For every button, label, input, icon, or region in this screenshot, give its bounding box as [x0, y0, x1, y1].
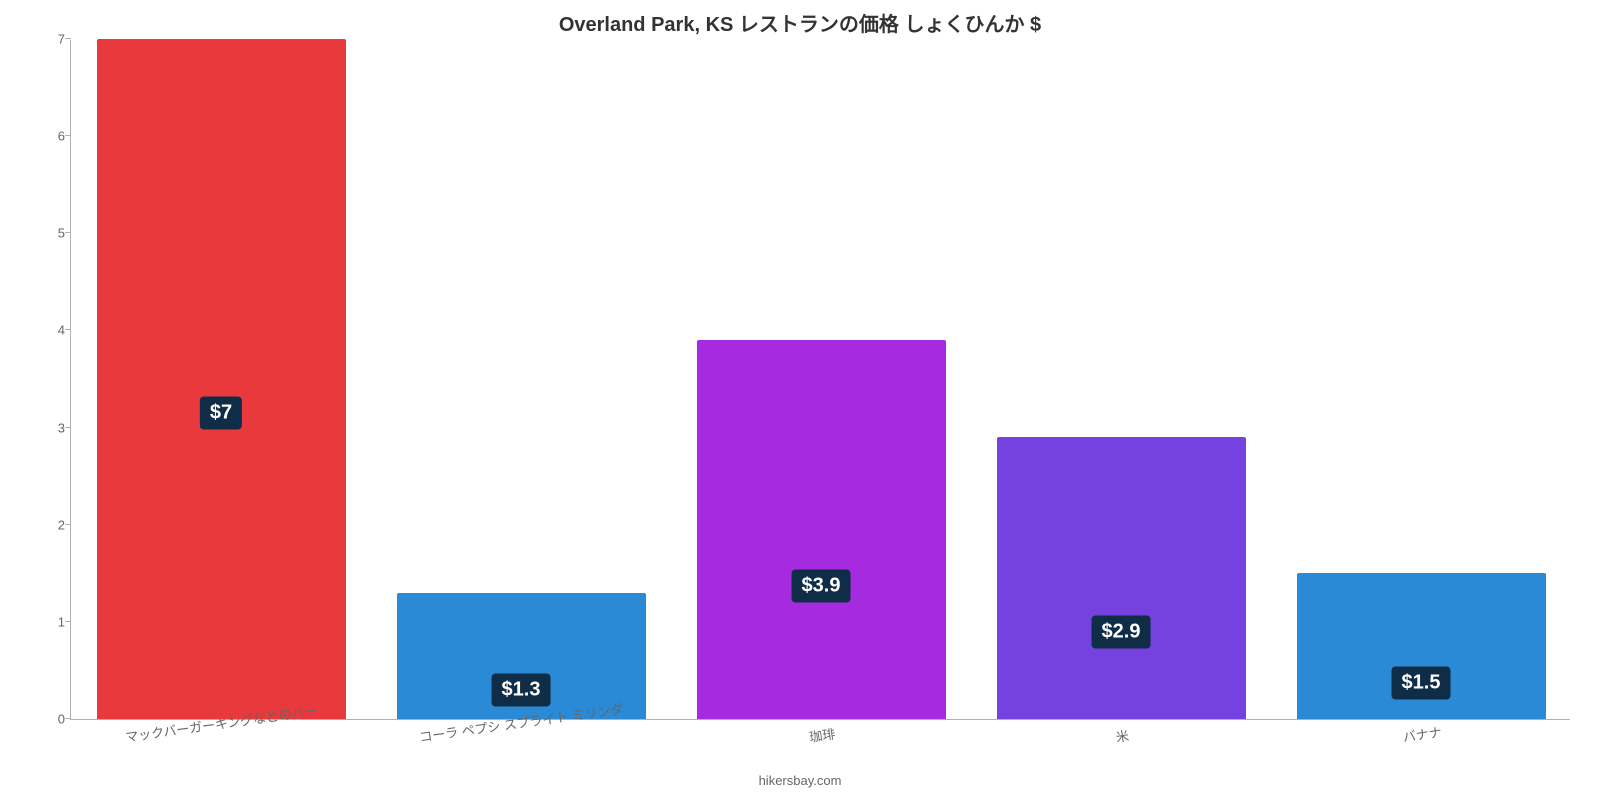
- x-tick-label: バナナ: [1401, 722, 1442, 746]
- y-tick-label: 5: [35, 226, 65, 241]
- bar: [97, 39, 346, 719]
- y-tick-label: 1: [35, 614, 65, 629]
- bar-slot: $7マックバーガーキングなどのバー: [71, 39, 371, 719]
- plot-area: 01234567$7マックバーガーキングなどのバー$1.3コーラ ペプシ スプラ…: [70, 40, 1570, 720]
- y-tick-label: 4: [35, 323, 65, 338]
- bar-slot: $1.3コーラ ペプシ スプライト ミリンダ: [371, 39, 671, 719]
- chart-title: Overland Park, KS レストランの価格 しょくひんか $: [0, 8, 1600, 37]
- bar: [697, 340, 946, 719]
- y-tick-label: 0: [35, 712, 65, 727]
- bar: [997, 437, 1246, 719]
- bar-slot: $3.9珈琲: [671, 39, 971, 719]
- value-badge: $3.9: [792, 570, 851, 603]
- value-badge: $1.3: [492, 673, 551, 706]
- y-tick-label: 3: [35, 420, 65, 435]
- value-badge: $7: [200, 397, 242, 430]
- value-badge: $1.5: [1392, 666, 1451, 699]
- x-tick-label: 珈琲: [808, 723, 836, 745]
- x-tick-label: 米: [1114, 725, 1130, 746]
- y-tick-label: 6: [35, 129, 65, 144]
- y-tick-label: 2: [35, 517, 65, 532]
- bar-slot: $1.5バナナ: [1271, 39, 1571, 719]
- price-bar-chart: Overland Park, KS レストランの価格 しょくひんか $ 0 1 2 3…: [0, 0, 1600, 800]
- value-badge: $2.9: [1092, 615, 1151, 648]
- bar-slot: $2.9米: [971, 39, 1271, 719]
- y-tick-label: 7: [35, 32, 65, 47]
- attribution-text: hikersbay.com: [0, 773, 1600, 788]
